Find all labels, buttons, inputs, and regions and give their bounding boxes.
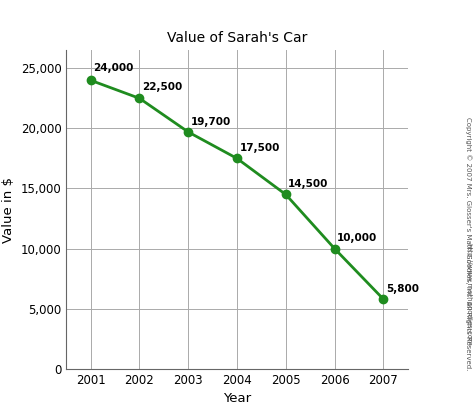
Text: 19,700: 19,700 [191,116,231,127]
Text: 5,800: 5,800 [386,285,419,295]
Text: 14,500: 14,500 [288,179,328,189]
Text: 17,500: 17,500 [239,143,280,153]
Text: 22,500: 22,500 [142,83,182,92]
Text: 24,000: 24,000 [93,63,134,73]
Title: Value of Sarah's Car: Value of Sarah's Car [167,31,307,45]
Text: 10,000: 10,000 [337,233,377,243]
Text: http://www.mathgoodies.com: http://www.mathgoodies.com [465,243,472,346]
Y-axis label: Value in $: Value in $ [2,176,15,243]
Text: Copyright © 2007 Mrs. Glosser's Math Goodies, Inc. All Rights Reserved.: Copyright © 2007 Mrs. Glosser's Math Goo… [465,117,472,371]
X-axis label: Year: Year [223,392,251,405]
